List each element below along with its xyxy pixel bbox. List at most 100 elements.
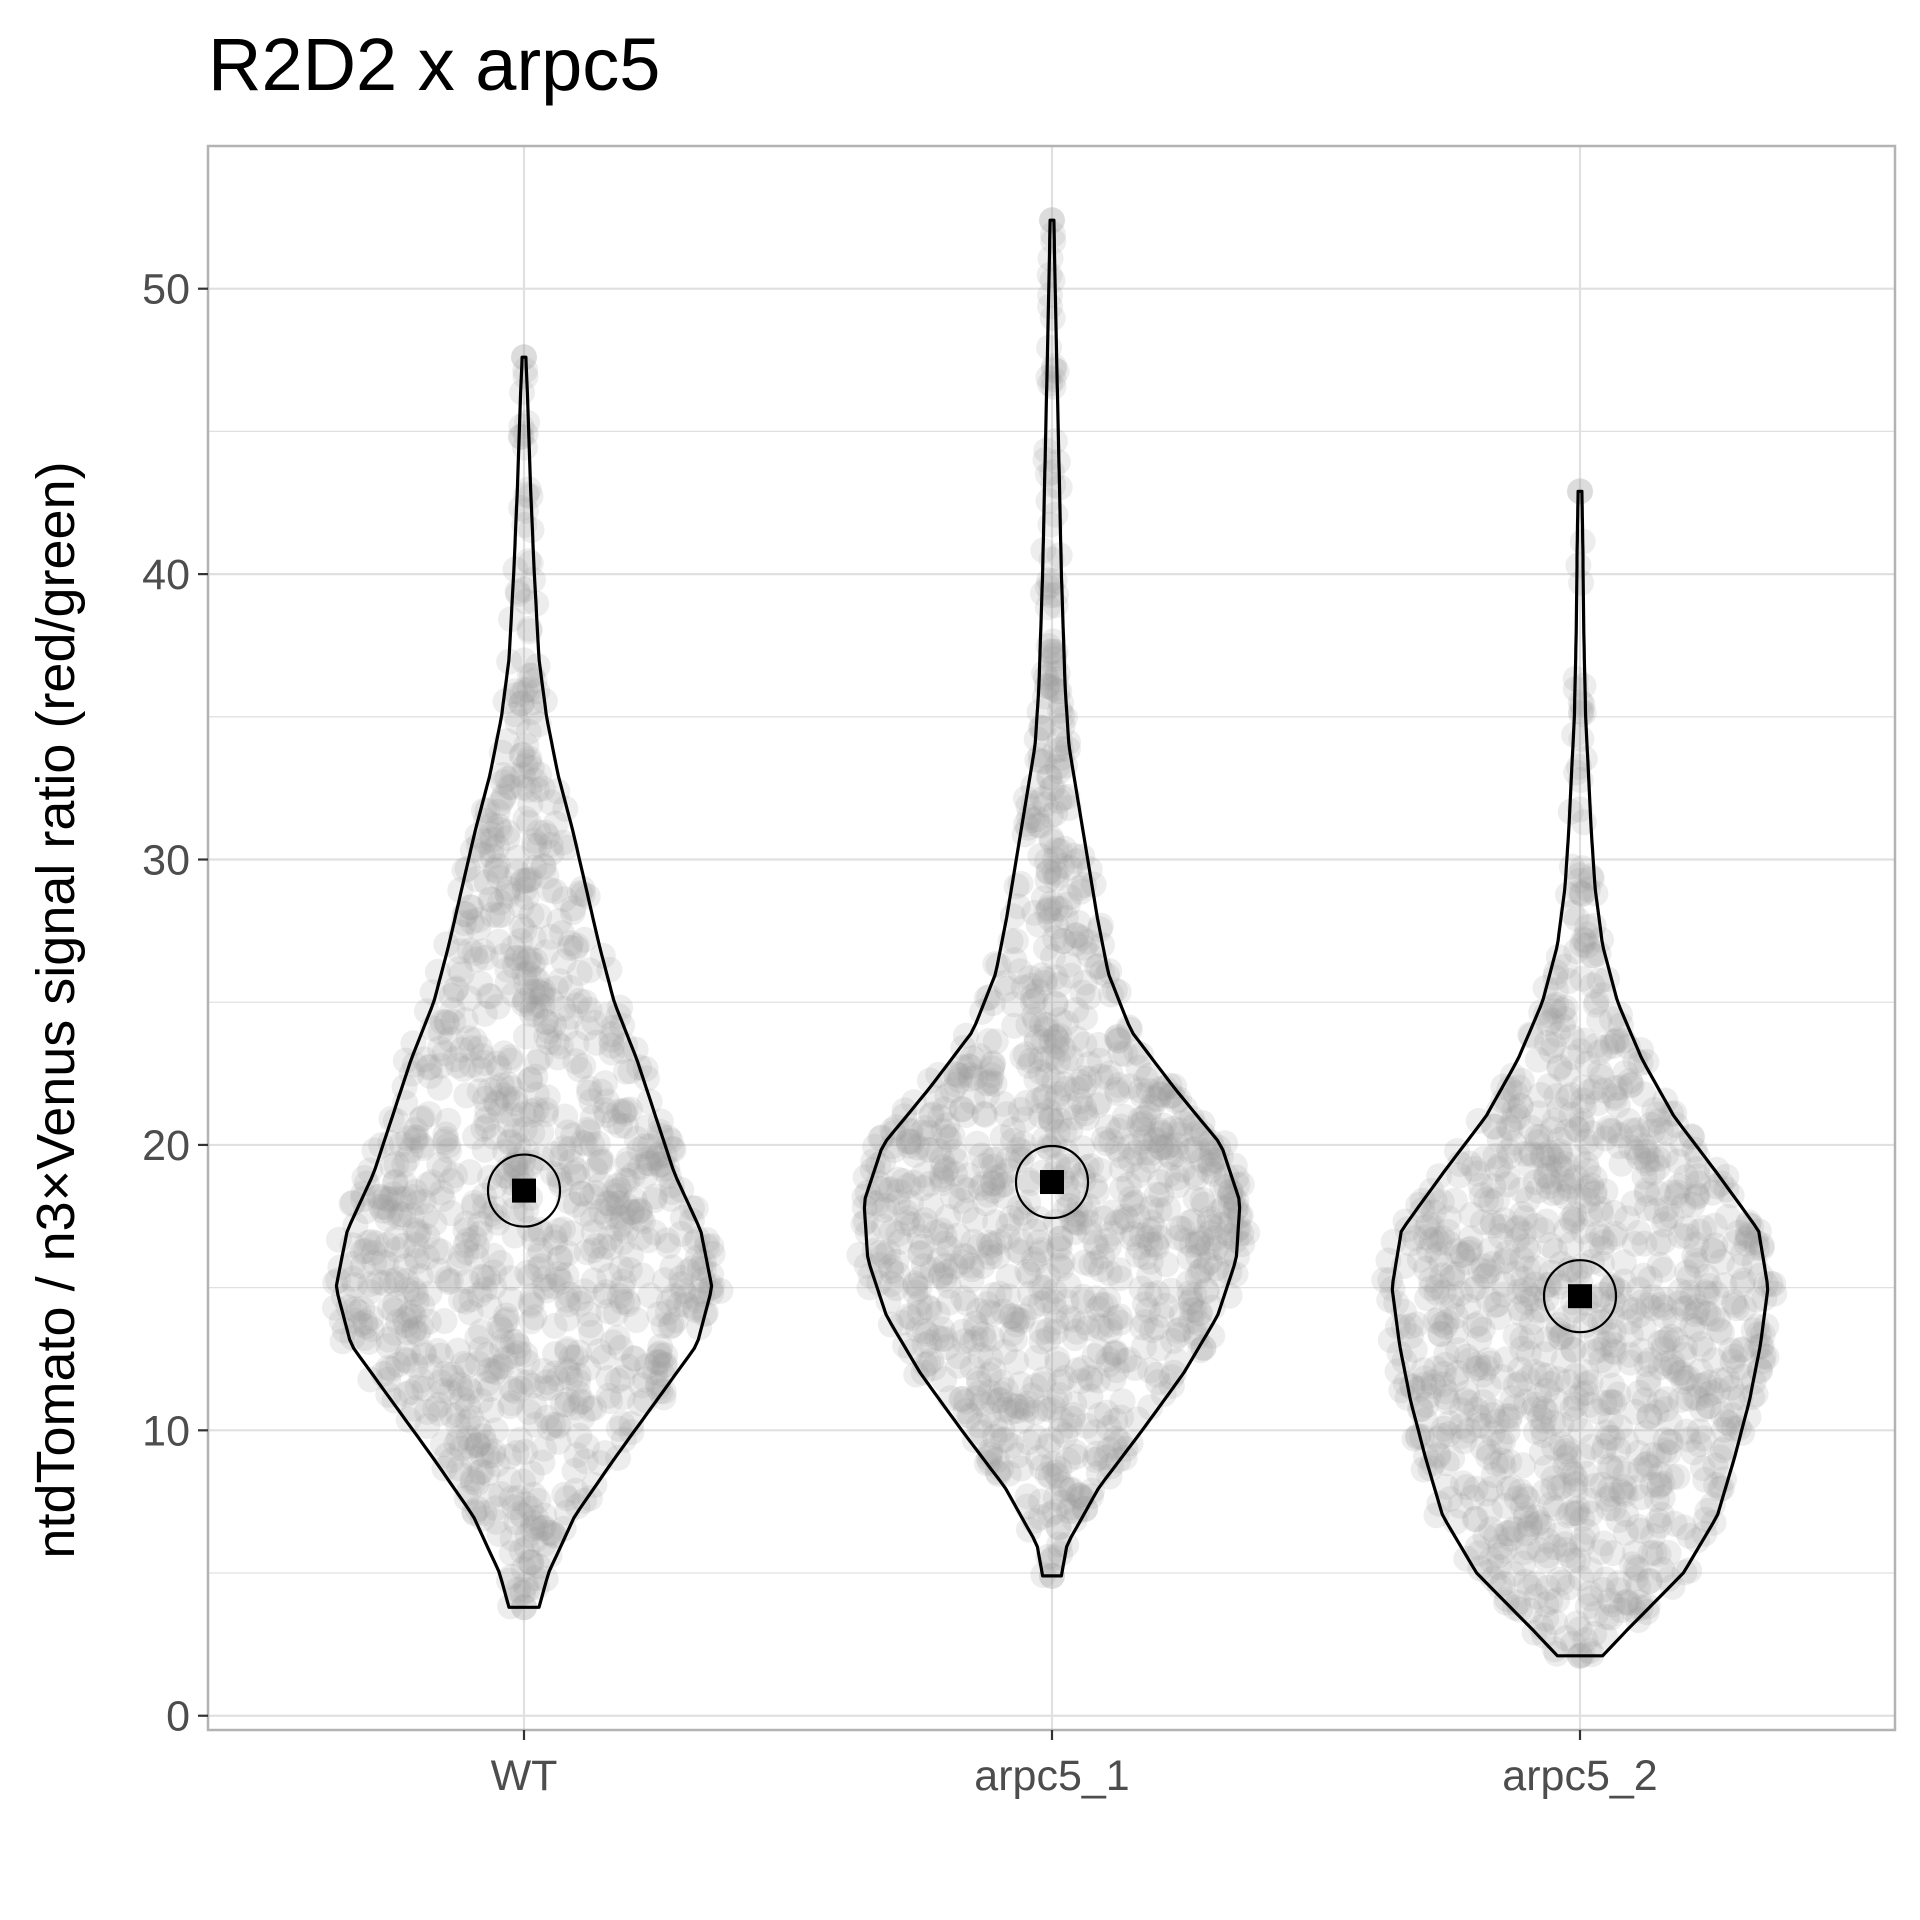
data-point xyxy=(1100,1365,1127,1392)
data-point xyxy=(1035,487,1062,514)
data-point xyxy=(660,1283,687,1310)
data-point xyxy=(1041,652,1068,679)
data-point xyxy=(609,1275,636,1302)
data-point xyxy=(1008,1146,1035,1173)
data-point xyxy=(521,965,548,992)
data-point xyxy=(429,1009,456,1036)
data-point xyxy=(431,1455,458,1482)
data-point xyxy=(371,1270,397,1297)
data-point xyxy=(977,1147,1004,1174)
data-point xyxy=(592,1279,619,1306)
data-point xyxy=(557,1003,584,1030)
data-point xyxy=(544,1261,571,1288)
data-point xyxy=(1020,1002,1047,1029)
data-point xyxy=(358,1316,385,1343)
data-point xyxy=(1041,642,1068,669)
data-point xyxy=(471,1136,498,1163)
data-point xyxy=(494,969,521,996)
data-point xyxy=(479,826,506,853)
data-point xyxy=(466,1035,493,1062)
data-point xyxy=(513,481,540,508)
data-point xyxy=(626,1224,653,1251)
data-point xyxy=(1053,1288,1080,1315)
data-point xyxy=(895,1303,922,1330)
data-point xyxy=(1000,991,1027,1018)
data-point xyxy=(443,1430,470,1457)
data-point xyxy=(463,866,490,893)
data-point xyxy=(1137,1357,1164,1384)
data-point xyxy=(461,940,488,967)
data-point xyxy=(549,920,576,947)
data-point xyxy=(479,1483,506,1510)
y-tick-label: 0 xyxy=(166,1693,190,1741)
data-point xyxy=(558,1148,585,1175)
data-point xyxy=(465,1430,492,1457)
data-point xyxy=(507,928,534,955)
data-point xyxy=(546,968,573,995)
data-point xyxy=(469,1441,495,1468)
data-point xyxy=(569,1129,596,1156)
data-point xyxy=(452,1007,479,1034)
data-point xyxy=(1056,1094,1082,1121)
data-point xyxy=(479,843,506,870)
data-point xyxy=(904,1316,931,1343)
data-point xyxy=(485,928,512,955)
data-point xyxy=(510,774,537,801)
data-point xyxy=(559,899,586,926)
data-point xyxy=(498,774,525,801)
data-point xyxy=(1183,1164,1210,1191)
data-point xyxy=(569,1388,596,1414)
data-point xyxy=(483,1203,510,1230)
data-point xyxy=(1035,1433,1062,1460)
data-point xyxy=(574,1116,601,1143)
data-point xyxy=(641,1187,668,1214)
data-point xyxy=(1646,1473,1673,1500)
data-point xyxy=(1038,1107,1065,1134)
data-point xyxy=(368,1193,395,1220)
data-point xyxy=(375,1186,402,1213)
data-point xyxy=(510,1580,536,1607)
data-point xyxy=(532,1375,559,1402)
data-point xyxy=(478,1397,505,1424)
data-point xyxy=(557,930,584,957)
data-point xyxy=(563,1442,590,1469)
data-point xyxy=(1002,928,1029,954)
data-point xyxy=(567,1389,594,1416)
data-point xyxy=(634,1353,660,1380)
data-point xyxy=(515,718,542,745)
data-point xyxy=(1157,1277,1184,1304)
data-point xyxy=(655,1232,682,1259)
data-point xyxy=(1223,1195,1250,1222)
data-point xyxy=(1184,1135,1211,1162)
y-tick-label: 10 xyxy=(142,1407,190,1455)
data-point xyxy=(982,1165,1009,1191)
data-point xyxy=(593,1002,620,1029)
data-point xyxy=(490,1082,517,1108)
data-point xyxy=(1030,748,1057,775)
data-point xyxy=(391,1306,418,1333)
data-point xyxy=(665,1291,692,1318)
data-point xyxy=(554,1338,581,1365)
data-point xyxy=(595,1365,622,1392)
data-point xyxy=(951,1242,978,1269)
data-point xyxy=(1496,1138,1522,1165)
data-point xyxy=(498,1563,525,1590)
data-point xyxy=(615,1291,642,1318)
data-point xyxy=(1095,1351,1122,1378)
data-point xyxy=(561,1457,588,1484)
data-point xyxy=(488,1481,515,1508)
data-point xyxy=(598,1032,625,1059)
data-point xyxy=(377,1199,404,1226)
data-point xyxy=(642,1183,669,1210)
data-point xyxy=(1041,1068,1068,1095)
data-point xyxy=(331,1317,358,1344)
data-point xyxy=(542,1141,569,1167)
data-point xyxy=(383,1236,410,1263)
data-point xyxy=(562,1394,589,1421)
data-point xyxy=(433,1126,460,1153)
data-point xyxy=(582,1179,609,1206)
data-point xyxy=(1070,1355,1097,1382)
data-point xyxy=(518,699,545,726)
data-point xyxy=(527,1216,554,1243)
data-point xyxy=(619,1199,645,1226)
